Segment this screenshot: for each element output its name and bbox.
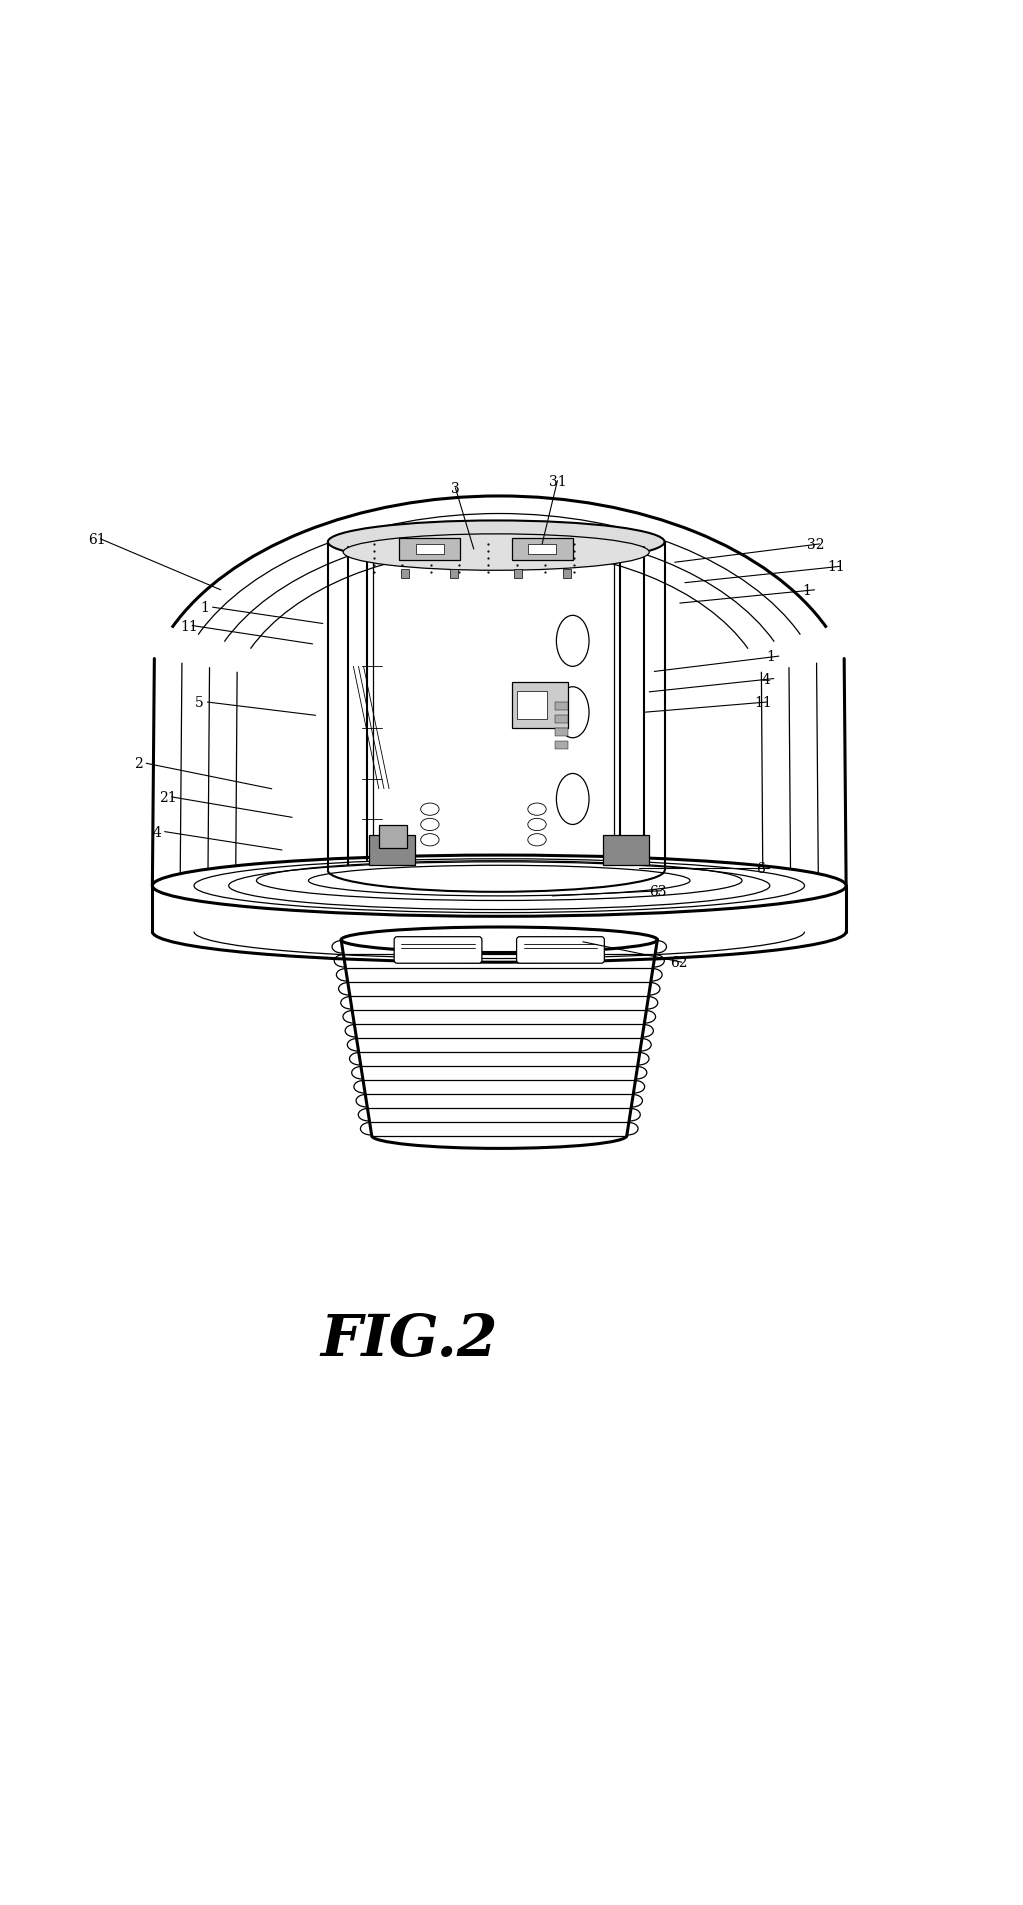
Bar: [512, 682, 568, 728]
Text: 2: 2: [134, 756, 143, 772]
Text: 1: 1: [802, 583, 811, 598]
Bar: [450, 570, 458, 579]
FancyBboxPatch shape: [394, 937, 482, 964]
Bar: [563, 570, 571, 579]
Bar: [512, 539, 573, 560]
Text: 1: 1: [201, 600, 210, 615]
Bar: [604, 834, 650, 867]
Text: 32: 32: [807, 537, 825, 552]
Text: 11: 11: [180, 619, 197, 632]
Bar: [399, 539, 460, 560]
Bar: [555, 716, 568, 724]
Text: 31: 31: [548, 474, 566, 488]
Ellipse shape: [557, 615, 589, 667]
Text: 11: 11: [828, 560, 846, 573]
Text: 21: 21: [160, 791, 177, 804]
Text: 4: 4: [761, 672, 770, 686]
Bar: [555, 728, 568, 737]
Ellipse shape: [343, 535, 650, 572]
Text: 3: 3: [451, 482, 459, 495]
Text: 4: 4: [152, 825, 162, 840]
Text: 1: 1: [766, 650, 775, 663]
Bar: [368, 834, 414, 867]
Text: 11: 11: [754, 695, 772, 711]
Bar: [415, 545, 444, 554]
Text: 6: 6: [756, 861, 765, 876]
Ellipse shape: [557, 688, 589, 739]
Ellipse shape: [327, 522, 665, 564]
Bar: [401, 570, 409, 579]
Ellipse shape: [152, 855, 846, 916]
Ellipse shape: [557, 773, 589, 825]
Bar: [517, 692, 547, 720]
Bar: [555, 741, 568, 749]
Text: 5: 5: [195, 695, 204, 711]
Bar: [514, 570, 522, 579]
Bar: [528, 545, 557, 554]
Bar: [379, 827, 407, 848]
Text: 63: 63: [650, 884, 667, 899]
Text: 62: 62: [670, 956, 687, 970]
Bar: [555, 703, 568, 711]
Text: FIG.2: FIG.2: [321, 1313, 498, 1368]
FancyBboxPatch shape: [517, 937, 605, 964]
Ellipse shape: [341, 928, 658, 952]
Text: 61: 61: [88, 533, 105, 547]
